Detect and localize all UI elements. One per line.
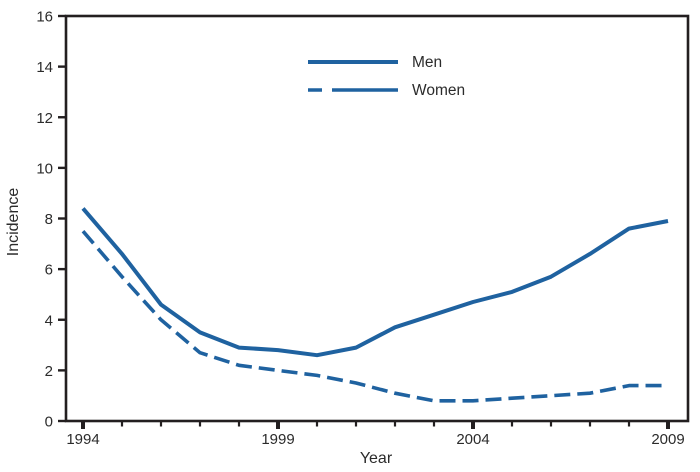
series-line-women	[81, 230, 668, 403]
x-axis-ticks: 1994 1999 2004 2009	[66, 421, 685, 448]
x-axis-title: Year	[360, 450, 393, 467]
data-series	[81, 207, 669, 403]
y-axis-title: Incidence	[5, 188, 22, 257]
y-tick-label: 16	[36, 9, 53, 26]
y-tick-label: 10	[36, 160, 53, 177]
y-tick-label: 12	[36, 110, 53, 127]
x-tick-label: 1994	[66, 431, 99, 448]
y-tick-label: 0	[45, 414, 53, 431]
legend: Men Women	[308, 54, 465, 99]
series-line-men	[81, 207, 669, 358]
y-axis-ticks: 0 2 4 6 8 10 12 14 16	[36, 9, 66, 431]
legend-men-label: Men	[412, 54, 442, 71]
plot-frame	[64, 14, 690, 423]
y-tick-label: 4	[45, 312, 53, 329]
legend-women-label: Women	[412, 82, 465, 99]
y-tick-label: 6	[45, 262, 53, 279]
x-tick-label: 1999	[261, 431, 294, 448]
x-tick-label: 2009	[651, 431, 684, 448]
x-tick-label: 2004	[456, 431, 489, 448]
y-tick-label: 8	[45, 211, 53, 228]
y-tick-label: 2	[45, 363, 53, 380]
y-tick-label: 14	[36, 59, 53, 76]
